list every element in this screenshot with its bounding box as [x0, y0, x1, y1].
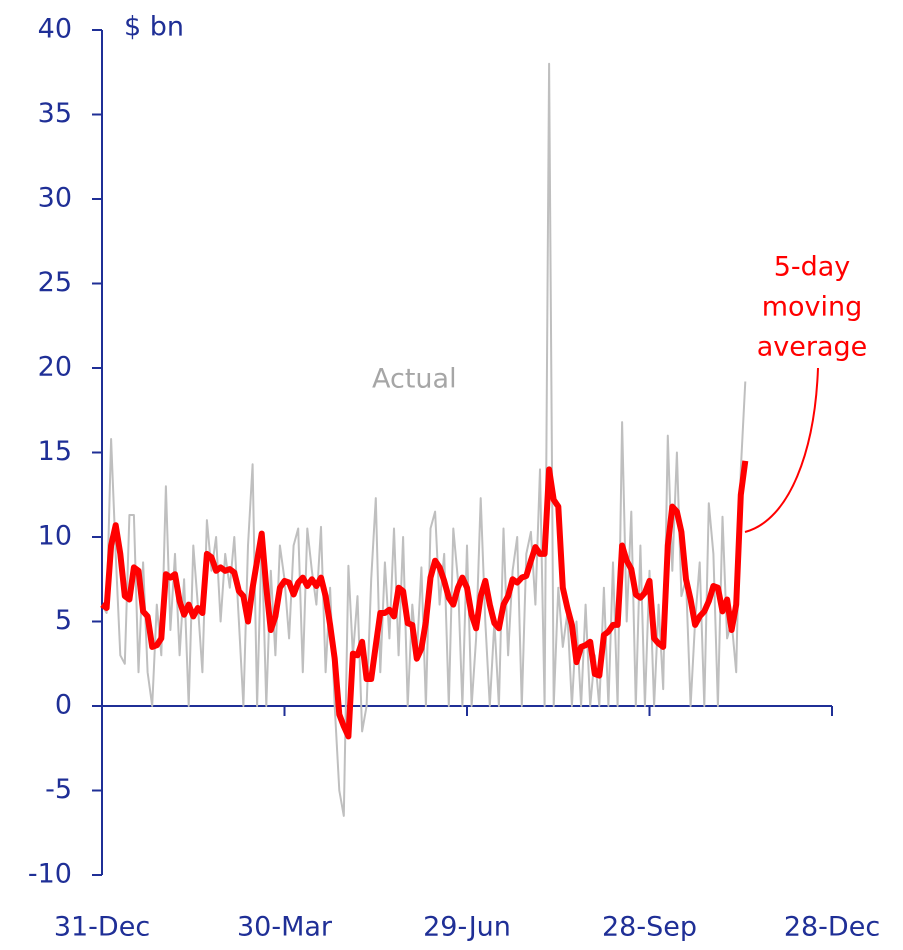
y-tick-label: -5 — [45, 774, 72, 805]
series-line — [100, 460, 749, 740]
x-tick-label: 29-Jun — [423, 912, 511, 943]
y-tick-label: 0 — [55, 690, 72, 721]
annotation: moving — [762, 292, 863, 323]
y-tick-label: 5 — [55, 605, 72, 636]
y-tick-label: 10 — [38, 521, 72, 552]
annotation-leader — [744, 367, 819, 533]
y-tick-label: 35 — [38, 98, 72, 129]
y-axis-label: $ bn — [124, 12, 184, 43]
y-tick-label: 30 — [38, 183, 72, 214]
x-tick-label: 28-Dec — [784, 912, 880, 943]
x-tick-label: 31-Dec — [54, 912, 150, 943]
annotation: average — [757, 332, 868, 363]
y-tick-label: 25 — [38, 267, 72, 298]
x-tick-label: 28-Sep — [602, 912, 697, 943]
y-tick-label: 40 — [38, 14, 72, 45]
y-tick-label: 15 — [38, 436, 72, 467]
annotation: 5-day — [774, 252, 851, 283]
series-line — [101, 62, 747, 817]
annotation: Actual — [372, 364, 457, 395]
x-tick-label: 30-Mar — [237, 912, 333, 943]
y-tick-label: -10 — [28, 859, 72, 890]
y-tick-label: 20 — [38, 352, 72, 383]
